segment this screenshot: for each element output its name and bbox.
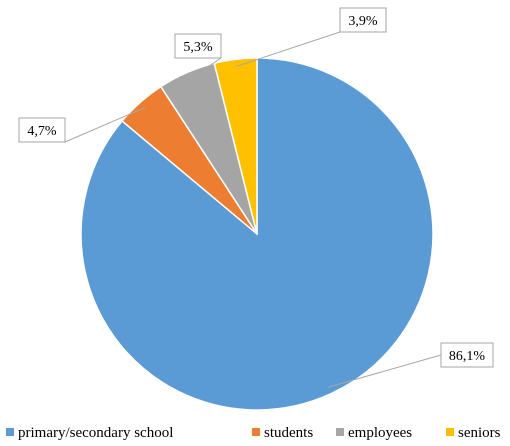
legend-item: primary/secondary school	[6, 425, 173, 441]
pie-slice-seniors	[213, 57, 258, 235]
legend-label: seniors	[458, 425, 501, 441]
legend-swatch	[252, 428, 260, 436]
legend-label: employees	[348, 425, 412, 441]
data-label: 5,3%	[183, 40, 213, 55]
data-label-box	[339, 7, 387, 33]
data-label-box	[440, 342, 494, 368]
data-labels: 86,1% 4,7% 5,3% 3,9%	[18, 7, 494, 388]
data-label-box	[174, 33, 222, 59]
legend-item: students	[252, 425, 313, 441]
legend: primary/secondary school students employee…	[6, 425, 501, 441]
legend-item: seniors	[446, 425, 501, 441]
pie-slices	[80, 57, 434, 411]
legend-swatch	[446, 428, 454, 436]
leader-line	[236, 31, 341, 67]
legend-label: primary/secondary school	[18, 425, 173, 441]
legend-item: employees	[336, 425, 412, 441]
leader-line	[64, 107, 146, 143]
legend-swatch	[6, 428, 14, 436]
data-label-box	[18, 117, 66, 143]
leader-line	[189, 57, 222, 80]
legend-label: students	[264, 425, 313, 441]
leader-line	[328, 354, 442, 388]
data-label: 86,1%	[449, 349, 486, 364]
data-label: 3,9%	[348, 14, 378, 29]
data-label: 4,7%	[27, 124, 57, 139]
pie-slice-primary-secondary-school	[80, 57, 434, 411]
legend-swatch	[336, 428, 344, 436]
